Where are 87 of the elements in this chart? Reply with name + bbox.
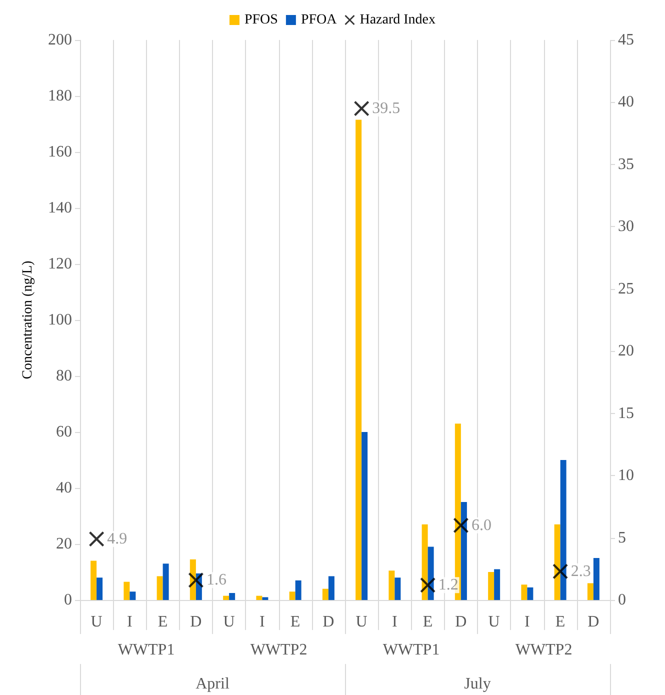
- data-label: 6.0: [471, 516, 492, 534]
- legend-label: PFOA: [300, 12, 338, 28]
- bar: [156, 576, 163, 600]
- x-tick-label: D: [588, 614, 600, 630]
- x-tick-label: I: [260, 614, 265, 630]
- y2-tick-label: 35: [618, 156, 634, 173]
- x-tick-label: I: [524, 614, 530, 630]
- y2-tick-label: 20: [618, 342, 634, 360]
- bar: [388, 570, 395, 600]
- y-axis-title: Concentration (ng/L): [20, 260, 36, 380]
- bar: [488, 572, 494, 600]
- bar: [560, 460, 566, 600]
- x-tick-label: U: [488, 614, 500, 630]
- y2-tick-label: 0: [618, 592, 626, 608]
- bar: [223, 596, 230, 600]
- y-tick-label: 140: [48, 200, 72, 216]
- text: WWTP2: [250, 642, 308, 658]
- bar: [124, 582, 130, 600]
- y-tick-label: 60: [56, 424, 72, 440]
- bar: [328, 576, 334, 600]
- y-tick-label: 40: [56, 480, 72, 496]
- bar: [229, 593, 236, 600]
- y2-tick-label: 5: [618, 529, 626, 546]
- text: WWTP2: [515, 642, 572, 658]
- y2-tick-label: 30: [618, 218, 634, 236]
- bar: [162, 564, 169, 600]
- data-label: 39.5: [372, 100, 400, 117]
- bar: [394, 578, 401, 600]
- text: WWTP1: [118, 642, 175, 658]
- bar: [262, 597, 268, 600]
- bar: [527, 587, 534, 600]
- y-tick-label: 80: [56, 368, 72, 384]
- bar: [90, 560, 97, 600]
- y-tick-label: 120: [48, 256, 72, 272]
- legend-label: PFOS: [244, 12, 278, 28]
- y2-tick-label: 45: [618, 32, 634, 48]
- y2-tick-label: 15: [618, 404, 634, 422]
- data-label: 4.9: [107, 530, 128, 548]
- x-tick-label: I: [392, 614, 398, 630]
- x-tick-label: U: [90, 614, 103, 630]
- point: [552, 564, 568, 579]
- bar: [256, 596, 262, 600]
- point: [188, 572, 204, 588]
- y2-tick-label: 10: [618, 467, 634, 484]
- text: WWTP1: [382, 642, 440, 658]
- point: [354, 100, 370, 116]
- bar: [521, 584, 528, 600]
- bar: [554, 524, 560, 600]
- text: July: [464, 676, 491, 692]
- bar: [96, 578, 103, 600]
- bar: [593, 558, 600, 600]
- data-label: 2.3: [570, 562, 591, 580]
- x-tick-label: D: [190, 614, 202, 630]
- text: April: [196, 676, 230, 692]
- point: [420, 578, 436, 593]
- bar: [587, 583, 594, 600]
- y-tick-label: 100: [48, 312, 72, 328]
- x-tick-label: E: [422, 614, 433, 630]
- x-tick-label: D: [455, 614, 467, 630]
- x-tick-label: I: [127, 614, 132, 630]
- y2-tick-label: 25: [618, 280, 634, 298]
- bar: [362, 432, 368, 600]
- bar: [460, 502, 467, 600]
- point: [89, 532, 104, 547]
- legend-label: Hazard Index: [360, 12, 436, 28]
- data-label: 1.2: [438, 576, 458, 594]
- bar: [494, 569, 500, 600]
- bar: [130, 592, 136, 600]
- bar: [422, 524, 428, 600]
- point: [453, 518, 468, 533]
- x-tick-label: U: [356, 614, 368, 630]
- data-label: 1.6: [206, 572, 226, 589]
- bar: [289, 592, 296, 600]
- y-tick-label: 200: [48, 32, 72, 48]
- bar: [295, 580, 302, 600]
- bar: [356, 120, 362, 600]
- x-tick-label: E: [555, 614, 566, 630]
- x-tick-label: E: [290, 614, 300, 630]
- x-tick-label: D: [322, 614, 334, 630]
- y-tick-label: 0: [64, 592, 72, 608]
- bar: [322, 588, 328, 600]
- y-tick-label: 20: [56, 536, 72, 552]
- y-tick-label: 180: [48, 88, 72, 104]
- x-tick-label: E: [158, 614, 168, 630]
- y2-tick-label: 40: [618, 94, 634, 111]
- x-tick-label: U: [223, 614, 236, 630]
- y-tick-label: 160: [48, 144, 72, 160]
